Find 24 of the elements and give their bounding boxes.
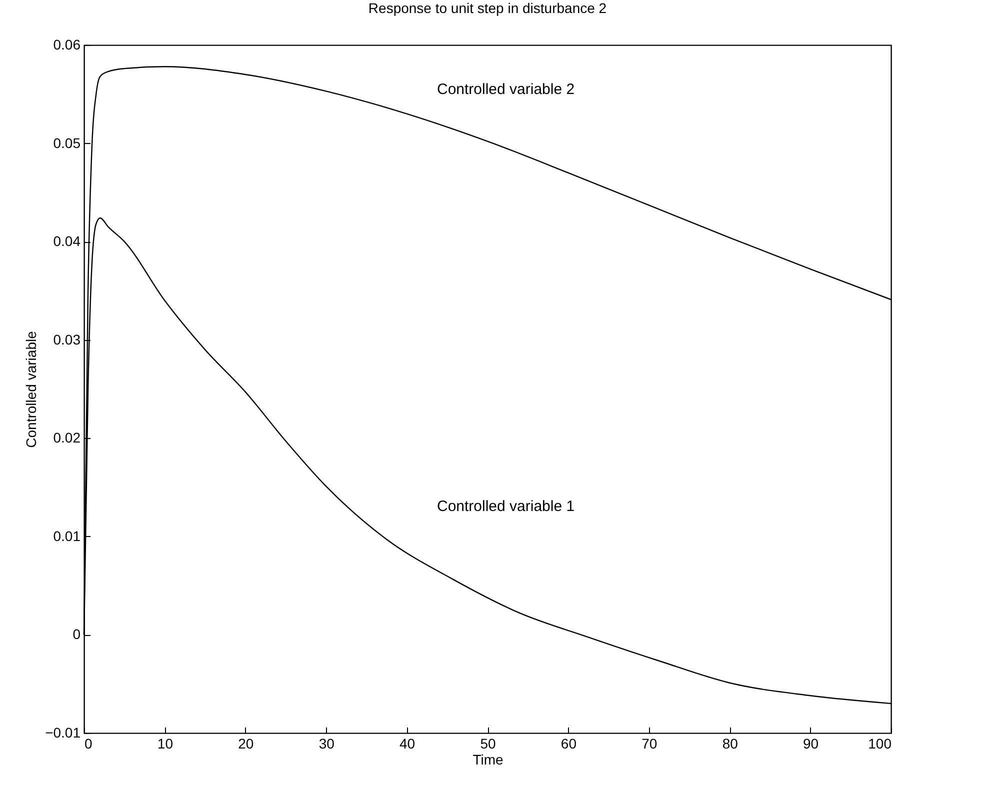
- x-tick-label: 0: [84, 736, 92, 752]
- x-tick-label: 60: [560, 736, 577, 752]
- y-tick-label: 0: [72, 626, 81, 642]
- y-tick-label: 0.03: [53, 331, 81, 348]
- x-tick-label: 10: [157, 736, 174, 752]
- x-tick-label: 80: [722, 736, 738, 752]
- y-tick-label: −0.01: [45, 724, 81, 740]
- y-axis-title: Controlled variable: [23, 330, 40, 448]
- y-tick-label: 0.01: [53, 528, 81, 544]
- x-tick-label: 50: [480, 736, 496, 752]
- y-tick-label: 0.06: [53, 36, 81, 52]
- annotation: Controlled variable 1: [437, 498, 575, 515]
- x-tick-label: 70: [642, 736, 658, 752]
- x-tick-label: 20: [238, 736, 254, 752]
- chart-title: Response to unit step in disturbance 2: [368, 0, 607, 16]
- y-tick-label: 0.05: [53, 134, 81, 151]
- x-tick-label: 30: [318, 736, 335, 752]
- x-tick-label: 90: [803, 736, 819, 752]
- x-tick-label: 40: [400, 736, 416, 752]
- y-tick-label: 0.02: [53, 430, 81, 446]
- x-tick-label: 100: [868, 736, 892, 752]
- x-axis-title: Time: [472, 752, 504, 768]
- y-tick-label: 0.04: [53, 233, 81, 250]
- annotation: Controlled variable 2: [437, 81, 575, 98]
